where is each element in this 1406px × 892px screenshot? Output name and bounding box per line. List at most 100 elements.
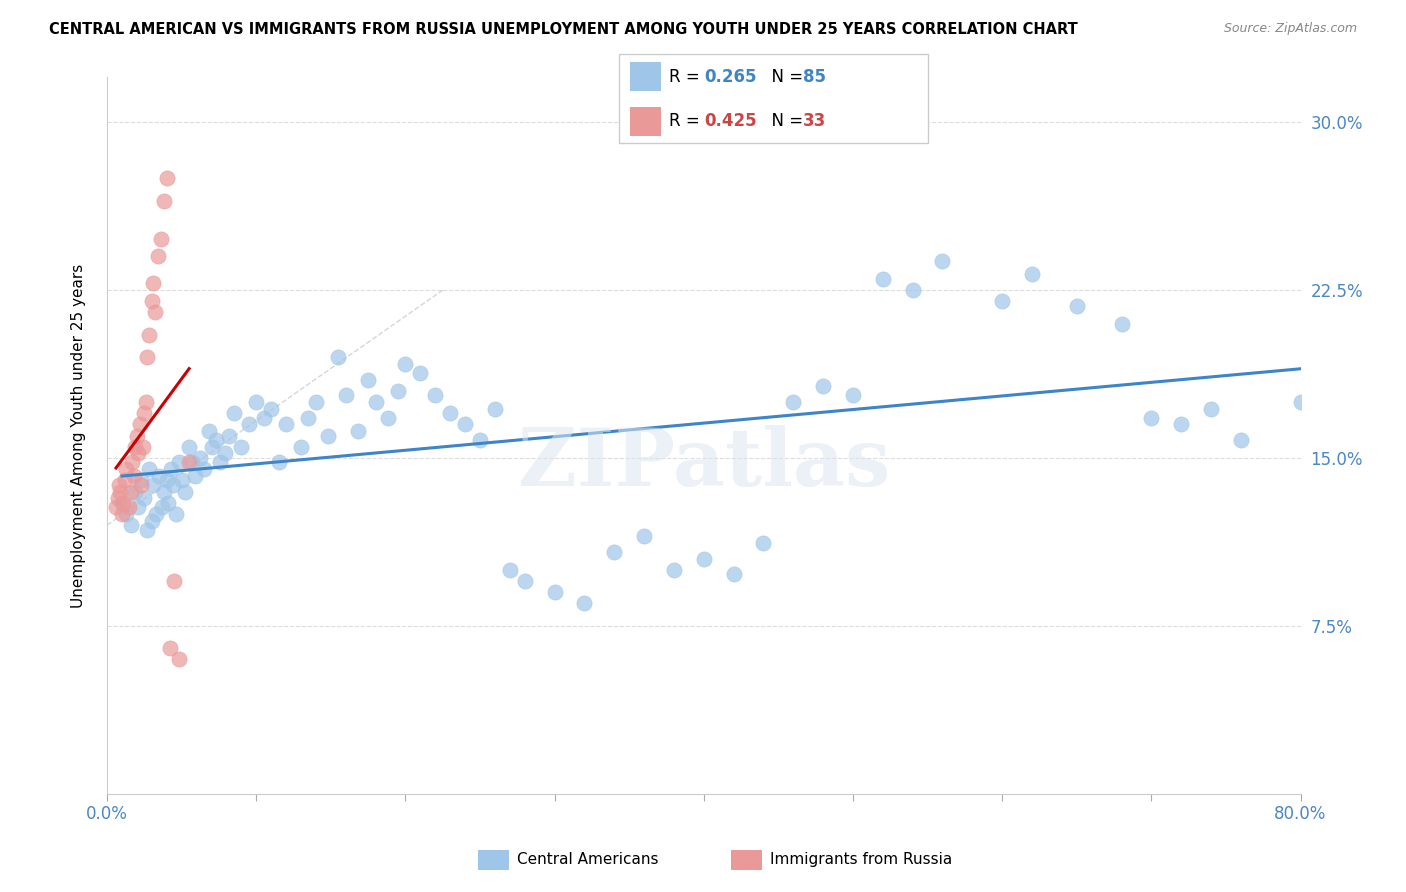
Point <box>156 473 179 487</box>
Point <box>316 428 339 442</box>
Point <box>468 433 491 447</box>
Point <box>1066 299 1088 313</box>
Text: Source: ZipAtlas.com: Source: ZipAtlas.com <box>1223 22 1357 36</box>
Point <box>150 500 173 515</box>
Point <box>163 574 186 588</box>
Point <box>752 536 775 550</box>
Point <box>170 473 193 487</box>
Point <box>128 417 150 432</box>
Point <box>1111 317 1133 331</box>
Point <box>162 477 184 491</box>
Point <box>141 514 163 528</box>
Point <box>167 652 190 666</box>
Point <box>499 563 522 577</box>
Point <box>267 455 290 469</box>
Point <box>197 424 219 438</box>
Point <box>148 468 170 483</box>
Point <box>120 518 142 533</box>
Point <box>328 350 350 364</box>
Point <box>377 410 399 425</box>
Point <box>125 428 148 442</box>
Y-axis label: Unemployment Among Youth under 25 years: Unemployment Among Youth under 25 years <box>72 263 86 607</box>
Point <box>931 254 953 268</box>
Point <box>811 379 834 393</box>
Text: N =: N = <box>761 112 808 130</box>
Point <box>165 507 187 521</box>
Point <box>842 388 865 402</box>
Point <box>290 440 312 454</box>
Text: R =: R = <box>669 68 706 86</box>
Point <box>222 406 245 420</box>
Point <box>115 507 138 521</box>
Point <box>335 388 357 402</box>
Point <box>387 384 409 398</box>
Point <box>305 395 328 409</box>
Text: N =: N = <box>761 68 808 86</box>
Point <box>574 596 596 610</box>
Point <box>238 417 260 432</box>
Point <box>124 484 146 499</box>
Point <box>142 277 165 291</box>
Point <box>127 500 149 515</box>
Point <box>260 401 283 416</box>
Point <box>193 462 215 476</box>
Point <box>131 473 153 487</box>
Point <box>118 500 141 515</box>
Point <box>115 462 138 476</box>
Point <box>156 171 179 186</box>
Point <box>181 455 204 469</box>
Point <box>138 327 160 342</box>
Point <box>633 529 655 543</box>
Point <box>425 388 447 402</box>
Point <box>108 477 131 491</box>
Text: 0.265: 0.265 <box>704 68 756 86</box>
Point <box>231 440 253 454</box>
Point <box>179 455 201 469</box>
Point <box>253 410 276 425</box>
Point <box>782 395 804 409</box>
Text: 85: 85 <box>803 68 825 86</box>
Text: Immigrants from Russia: Immigrants from Russia <box>770 853 953 867</box>
Point <box>152 194 174 208</box>
Point <box>152 484 174 499</box>
Point <box>603 545 626 559</box>
Point <box>200 440 222 454</box>
Point <box>160 462 183 476</box>
Point <box>1289 395 1312 409</box>
Text: CENTRAL AMERICAN VS IMMIGRANTS FROM RUSSIA UNEMPLOYMENT AMONG YOUTH UNDER 25 YEA: CENTRAL AMERICAN VS IMMIGRANTS FROM RUSS… <box>49 22 1078 37</box>
Point <box>209 455 232 469</box>
Point <box>346 424 368 438</box>
Point <box>693 551 716 566</box>
Point <box>149 231 172 245</box>
Point <box>134 406 156 420</box>
Point <box>173 484 195 499</box>
Point <box>1170 417 1192 432</box>
Point <box>184 468 207 483</box>
Text: 33: 33 <box>803 112 827 130</box>
Point <box>134 491 156 506</box>
Point <box>1199 401 1222 416</box>
Point <box>214 446 236 460</box>
Point <box>218 428 240 442</box>
Point <box>245 395 267 409</box>
Point <box>143 305 166 319</box>
Point <box>205 433 228 447</box>
Point <box>141 294 163 309</box>
Point <box>513 574 536 588</box>
Point <box>159 641 181 656</box>
Point <box>274 417 297 432</box>
Point <box>136 350 159 364</box>
Point <box>439 406 461 420</box>
Point <box>111 507 134 521</box>
Point <box>409 366 432 380</box>
Point <box>484 401 506 416</box>
Point <box>662 563 685 577</box>
Point <box>454 417 477 432</box>
Point <box>127 446 149 460</box>
Point <box>991 294 1014 309</box>
Point <box>146 250 169 264</box>
Point <box>107 491 129 506</box>
Point <box>132 440 155 454</box>
Point <box>1140 410 1163 425</box>
Point <box>124 440 146 454</box>
